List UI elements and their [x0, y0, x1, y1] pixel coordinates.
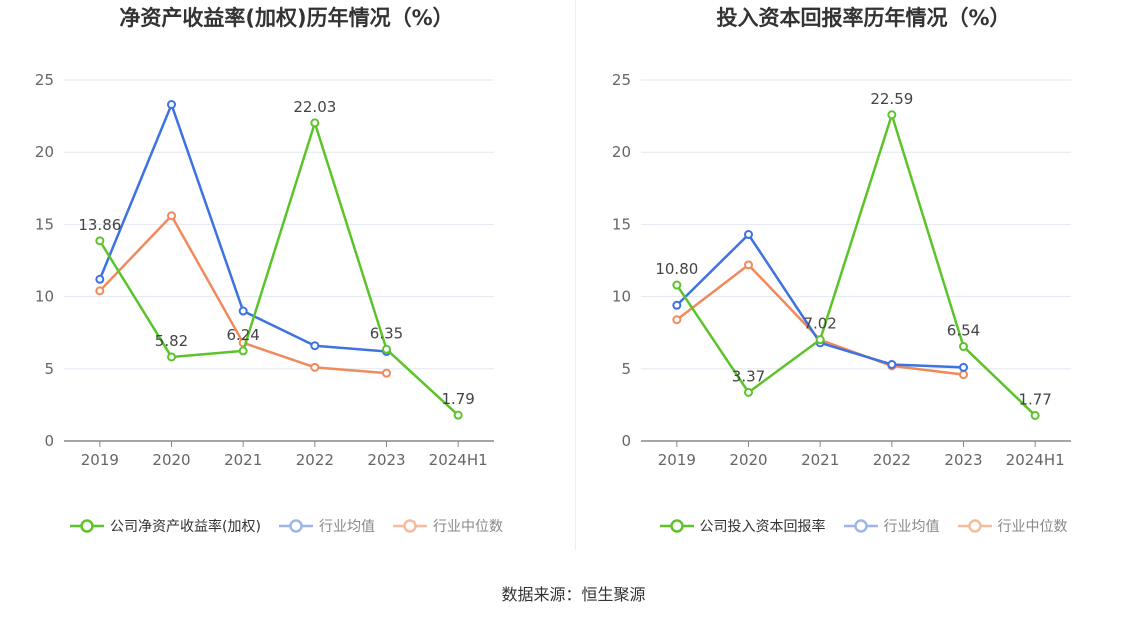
y-tick-label: 25: [612, 71, 631, 89]
data-point: [744, 387, 753, 397]
data-label: 1.79: [441, 390, 474, 408]
data-point: [959, 362, 968, 372]
data-point: [672, 300, 682, 310]
legend-green-line-icon: [659, 519, 694, 533]
y-tick-label: 10: [612, 288, 631, 306]
legend-label: 公司投入资本回报率: [699, 519, 826, 535]
data-point: [744, 260, 753, 270]
y-tick-label: 0: [621, 432, 631, 450]
y-tick-label: 20: [612, 143, 631, 161]
data-point: [1030, 410, 1040, 420]
legend-orange-line-icon: [392, 519, 427, 533]
series-line: [98, 121, 460, 417]
data-point: [887, 110, 897, 120]
chart-plot: 0 5 10 15 20 25 2019 2020 2021 2022 2023 2024H1 13.8…: [35, 71, 494, 469]
data-point: [815, 335, 825, 345]
data-point: [95, 274, 105, 284]
data-label: 22.03: [293, 98, 336, 116]
legend-item-industry-mean[interactable]: 行业均值: [278, 516, 375, 536]
data-point: [167, 211, 176, 221]
y-tick-label: 15: [612, 215, 631, 233]
x-tick-label: 2020: [729, 451, 767, 469]
chart-legend: 公司投入资本回报率 行业均值 行业中位数: [577, 516, 1147, 536]
data-point: [238, 346, 248, 356]
data-label: 3.37: [732, 367, 765, 385]
data-point: [382, 368, 391, 378]
x-tick-label: 2021: [801, 451, 839, 469]
data-label: 6.54: [947, 322, 980, 340]
x-tick-label: 2024H1: [1006, 451, 1065, 469]
chart-legend: 公司净资产收益率(加权) 行业均值 行业中位数: [0, 516, 573, 536]
chart-title: 净资产收益率(加权)历年情况（%）: [119, 6, 454, 30]
legend-item-industry-median[interactable]: 行业中位数: [392, 516, 503, 536]
data-point: [310, 362, 320, 372]
chart-roic: 投入资本回报率历年情况（%） 0 5 10 15 20 25 2019 2020 2021 202…: [577, 0, 1147, 560]
legend-label: 公司净资产收益率(加权): [110, 519, 261, 535]
legend-blue-line-icon: [278, 519, 313, 533]
data-label: 5.82: [155, 332, 188, 350]
y-tick-label: 15: [35, 215, 54, 233]
data-label: 10.80: [655, 260, 698, 278]
x-tick-label: 2022: [873, 451, 911, 469]
data-label: 22.59: [870, 90, 913, 108]
y-tick-label: 5: [621, 360, 631, 378]
data-point: [453, 410, 463, 420]
data-point: [744, 230, 753, 240]
legend-item-industry-median[interactable]: 行业中位数: [957, 516, 1068, 536]
legend-orange-line-icon: [957, 519, 992, 533]
x-tick-label: 2021: [224, 451, 262, 469]
legend-item-company[interactable]: 公司净资产收益率(加权): [70, 516, 261, 536]
y-tick-label: 5: [44, 360, 54, 378]
data-point: [167, 100, 176, 110]
x-tick-label: 2020: [152, 451, 190, 469]
legend-item-company[interactable]: 公司投入资本回报率: [659, 516, 826, 536]
x-tick-label: 2022: [296, 451, 334, 469]
data-point: [95, 286, 105, 296]
chart-title: 投入资本回报率历年情况（%）: [716, 6, 1011, 30]
data-label: 1.77: [1018, 390, 1051, 408]
x-tick-label: 2023: [944, 451, 982, 469]
data-point: [959, 342, 968, 352]
data-label: 7.02: [803, 315, 836, 333]
x-tick-label: 2019: [658, 451, 696, 469]
y-tick-label: 25: [35, 71, 54, 89]
data-point: [959, 370, 968, 380]
data-point: [310, 118, 320, 128]
legend-green-line-icon: [70, 519, 105, 533]
data-label: 6.35: [370, 324, 403, 342]
data-point: [95, 236, 105, 246]
panel-divider: [575, 0, 576, 550]
data-label: 6.24: [226, 326, 259, 344]
chart-roe: 净资产收益率(加权)历年情况（%） 0 5 10 15 20 25 2019 2020 2021…: [0, 0, 573, 560]
y-tick-label: 0: [44, 432, 54, 450]
data-source: 数据来源：恒生聚源: [501, 585, 646, 604]
legend-label: 行业中位数: [432, 519, 503, 535]
data-point: [887, 359, 897, 369]
legend-label: 行业均值: [883, 519, 940, 535]
x-tick-label: 2024H1: [429, 451, 488, 469]
legend-label: 行业均值: [318, 519, 375, 535]
data-point: [310, 341, 320, 351]
data-point: [672, 315, 682, 325]
legend-blue-line-icon: [843, 519, 878, 533]
data-point: [238, 306, 248, 316]
x-tick-label: 2023: [367, 451, 405, 469]
data-point: [382, 344, 391, 354]
y-tick-label: 10: [35, 288, 54, 306]
legend-item-industry-mean[interactable]: 行业均值: [843, 516, 940, 536]
series-line: [675, 113, 1037, 417]
legend-label: 行业中位数: [997, 519, 1068, 535]
data-point: [167, 352, 176, 362]
chart-plot: 0 5 10 15 20 25 2019 2020 2021 2022 2023 2024H1 10.8…: [612, 71, 1071, 469]
data-label: 13.86: [78, 216, 121, 234]
x-tick-label: 2019: [81, 451, 119, 469]
y-tick-label: 20: [35, 143, 54, 161]
data-point: [672, 280, 682, 290]
